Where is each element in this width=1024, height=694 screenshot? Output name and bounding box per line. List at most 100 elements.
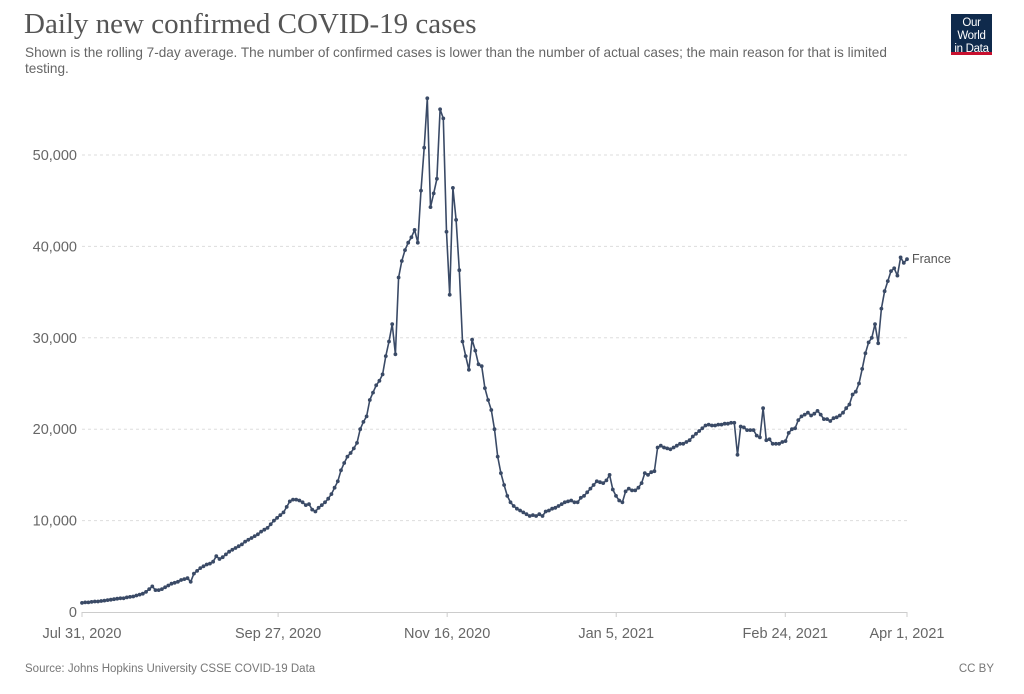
data-point[interactable]	[396, 275, 401, 280]
data-point[interactable]	[287, 499, 292, 504]
data-point[interactable]	[799, 414, 804, 419]
data-point[interactable]	[610, 487, 615, 492]
data-point[interactable]	[722, 421, 727, 426]
data-point[interactable]	[882, 289, 887, 294]
data-point[interactable]	[112, 597, 116, 602]
data-point[interactable]	[192, 571, 196, 576]
data-point[interactable]	[671, 445, 676, 450]
data-point[interactable]	[649, 470, 654, 475]
data-point[interactable]	[160, 587, 164, 591]
data-point[interactable]	[108, 597, 113, 602]
data-point[interactable]	[694, 431, 698, 436]
data-point[interactable]	[380, 372, 385, 377]
data-point[interactable]	[515, 506, 519, 511]
data-point[interactable]	[300, 500, 305, 505]
data-point[interactable]	[444, 229, 449, 234]
data-point[interactable]	[796, 418, 801, 422]
data-point[interactable]	[815, 409, 820, 413]
data-point[interactable]	[275, 516, 279, 520]
data-point[interactable]	[403, 248, 407, 253]
data-point[interactable]	[879, 306, 884, 311]
data-point[interactable]	[777, 441, 781, 446]
data-point[interactable]	[409, 235, 414, 240]
source-note[interactable]: Source: Johns Hopkins University CSSE CO…	[25, 663, 316, 675]
data-point[interactable]	[447, 292, 452, 297]
data-point[interactable]	[818, 412, 823, 417]
data-point[interactable]	[521, 510, 526, 515]
data-point[interactable]	[463, 354, 468, 358]
data-point[interactable]	[361, 420, 366, 424]
data-point[interactable]	[889, 269, 893, 273]
data-point[interactable]	[272, 518, 276, 523]
data-point[interactable]	[594, 479, 599, 484]
data-point[interactable]	[614, 494, 618, 498]
data-point[interactable]	[499, 471, 503, 475]
data-point[interactable]	[684, 440, 689, 444]
data-point[interactable]	[374, 383, 379, 388]
data-point[interactable]	[588, 486, 593, 491]
data-point[interactable]	[655, 445, 660, 450]
data-point[interactable]	[214, 554, 219, 559]
data-point[interactable]	[252, 534, 257, 538]
data-point[interactable]	[224, 552, 228, 557]
data-point[interactable]	[837, 413, 842, 418]
data-point[interactable]	[502, 483, 506, 487]
data-point[interactable]	[828, 419, 833, 423]
data-point[interactable]	[770, 441, 775, 446]
data-point[interactable]	[617, 498, 622, 503]
data-point[interactable]	[345, 454, 350, 459]
data-point[interactable]	[140, 591, 145, 596]
owid-logo[interactable]: Our World in Data	[951, 14, 992, 55]
data-point[interactable]	[128, 595, 132, 599]
data-point[interactable]	[230, 547, 235, 552]
data-point[interactable]	[774, 441, 778, 446]
data-point[interactable]	[713, 423, 717, 428]
data-point[interactable]	[505, 494, 510, 498]
data-point[interactable]	[156, 588, 161, 592]
data-point[interactable]	[86, 600, 91, 605]
data-point[interactable]	[211, 559, 216, 564]
data-point[interactable]	[281, 510, 286, 515]
data-point[interactable]	[121, 596, 126, 601]
data-point[interactable]	[754, 433, 759, 438]
data-point[interactable]	[607, 473, 612, 477]
data-point[interactable]	[834, 415, 839, 420]
data-point[interactable]	[604, 478, 609, 483]
data-point[interactable]	[457, 268, 462, 273]
data-point[interactable]	[786, 431, 791, 435]
data-point[interactable]	[431, 191, 436, 196]
data-point[interactable]	[220, 555, 225, 560]
data-point[interactable]	[124, 595, 129, 600]
data-point[interactable]	[249, 536, 254, 540]
data-point[interactable]	[339, 468, 343, 473]
data-point[interactable]	[569, 498, 574, 503]
data-point[interactable]	[598, 480, 602, 485]
data-point[interactable]	[188, 579, 193, 584]
data-point[interactable]	[550, 506, 554, 511]
data-point[interactable]	[137, 592, 142, 597]
data-point[interactable]	[562, 500, 567, 505]
data-point[interactable]	[319, 503, 324, 507]
data-point[interactable]	[758, 435, 762, 440]
data-point[interactable]	[825, 417, 829, 421]
data-point[interactable]	[658, 443, 663, 448]
data-point[interactable]	[703, 423, 708, 428]
data-point[interactable]	[144, 590, 148, 594]
data-point[interactable]	[668, 447, 673, 452]
data-point[interactable]	[527, 514, 532, 518]
data-point[interactable]	[901, 261, 906, 265]
data-point[interactable]	[240, 542, 244, 547]
data-point[interactable]	[243, 539, 248, 544]
data-point[interactable]	[885, 279, 890, 283]
data-point[interactable]	[553, 505, 558, 510]
data-point[interactable]	[578, 495, 583, 500]
data-point[interactable]	[201, 564, 206, 569]
data-point[interactable]	[460, 339, 465, 344]
data-point[interactable]	[105, 598, 110, 602]
data-point[interactable]	[131, 594, 136, 599]
data-point[interactable]	[284, 505, 289, 509]
data-point[interactable]	[726, 421, 730, 426]
data-point[interactable]	[262, 527, 267, 532]
data-point[interactable]	[291, 497, 295, 502]
data-point[interactable]	[307, 502, 311, 506]
